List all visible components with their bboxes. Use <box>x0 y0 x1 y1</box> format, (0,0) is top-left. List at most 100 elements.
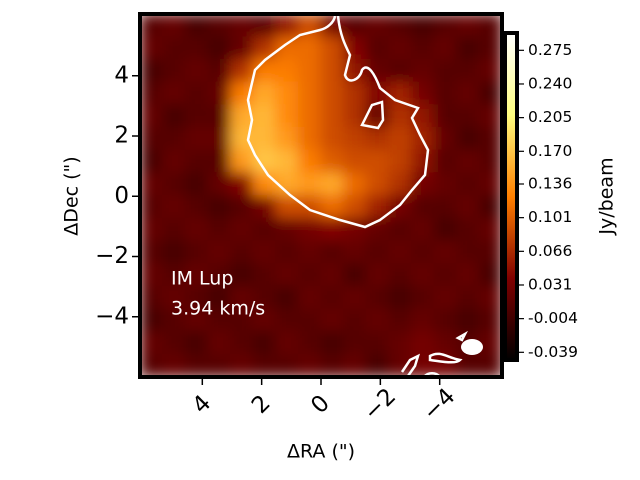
pixel <box>433 14 458 38</box>
y-tick-label: 2 <box>114 123 129 149</box>
pixel <box>184 331 209 355</box>
pixel <box>478 58 502 83</box>
pixel <box>140 36 164 60</box>
pixel <box>320 308 345 333</box>
pixel <box>388 195 412 219</box>
pixel <box>456 308 480 333</box>
pixel <box>184 240 209 265</box>
pixel <box>365 36 390 60</box>
pixel <box>230 104 254 128</box>
y-tick-label: 4 <box>114 62 129 88</box>
pixel <box>162 285 186 310</box>
pixel <box>207 58 231 83</box>
pixel <box>320 149 345 174</box>
pixel <box>433 81 458 106</box>
pixel <box>207 331 231 355</box>
pixel <box>230 308 254 333</box>
pixel <box>207 14 231 38</box>
colorbar-tick-label: -0.004 <box>528 309 578 327</box>
pixel <box>207 149 231 174</box>
pixel <box>411 285 435 310</box>
pixel <box>433 217 458 242</box>
pixel <box>162 172 186 196</box>
pixel <box>275 331 299 355</box>
pixel <box>275 308 299 333</box>
pixel <box>343 172 367 196</box>
pixel <box>230 331 254 355</box>
pixel <box>365 195 390 219</box>
pixel <box>343 263 367 287</box>
colorbar-label: Jy/beam <box>596 157 618 235</box>
pixel <box>140 149 164 174</box>
pixel <box>411 149 435 174</box>
pixel <box>320 36 345 60</box>
pixel <box>207 240 231 265</box>
pixel <box>275 36 299 60</box>
pixel <box>230 217 254 242</box>
pixel <box>140 81 164 106</box>
pixel <box>140 195 164 219</box>
pixel <box>252 104 277 128</box>
pixel <box>297 58 322 83</box>
pixel <box>478 14 502 38</box>
pixel <box>275 195 299 219</box>
colorbar-tick-label: 0.275 <box>528 41 572 59</box>
pixel <box>230 195 254 219</box>
pixel <box>411 14 435 38</box>
pixel <box>140 126 164 151</box>
pixel <box>411 240 435 265</box>
pixel <box>388 172 412 196</box>
pixel <box>140 240 164 265</box>
y-tick-label: −4 <box>95 303 129 329</box>
pixel <box>433 353 458 377</box>
pixel <box>140 14 164 38</box>
contour <box>428 352 463 364</box>
pixel <box>252 81 277 106</box>
pixel <box>297 172 322 196</box>
pixel <box>433 240 458 265</box>
pixel <box>252 172 277 196</box>
pixel <box>207 217 231 242</box>
pixel <box>297 36 322 60</box>
pixel <box>230 353 254 377</box>
pixel <box>411 58 435 83</box>
pixel <box>184 81 209 106</box>
pixel <box>275 353 299 377</box>
pixel <box>162 263 186 287</box>
pixel <box>140 308 164 333</box>
pixel <box>320 353 345 377</box>
pixel <box>456 104 480 128</box>
colorbar-tick-label: 0.136 <box>528 174 572 192</box>
pixel <box>365 149 390 174</box>
pixel <box>478 308 502 333</box>
pixel <box>388 14 412 38</box>
pixel <box>207 308 231 333</box>
x-tick-label: 0 <box>306 390 335 419</box>
pixel <box>478 217 502 242</box>
pixel <box>252 263 277 287</box>
pixel <box>320 81 345 106</box>
pixel <box>343 353 367 377</box>
contour <box>400 353 421 377</box>
colorbar-tick-label: 0.170 <box>528 142 572 160</box>
pixel <box>411 331 435 355</box>
pixel <box>320 126 345 151</box>
pixel <box>162 331 186 355</box>
y-axis-label: ΔDec (") <box>61 156 83 235</box>
pixel <box>162 353 186 377</box>
pixel <box>275 217 299 242</box>
pixel <box>365 240 390 265</box>
pixel <box>478 36 502 60</box>
pixel <box>320 263 345 287</box>
pixel <box>320 240 345 265</box>
pixel <box>184 58 209 83</box>
pixel <box>184 353 209 377</box>
pixel <box>320 172 345 196</box>
pixel <box>230 126 254 151</box>
pixel <box>297 353 322 377</box>
image <box>140 14 502 377</box>
pixel <box>320 104 345 128</box>
pixel <box>365 331 390 355</box>
pixel <box>365 285 390 310</box>
pixel <box>184 263 209 287</box>
